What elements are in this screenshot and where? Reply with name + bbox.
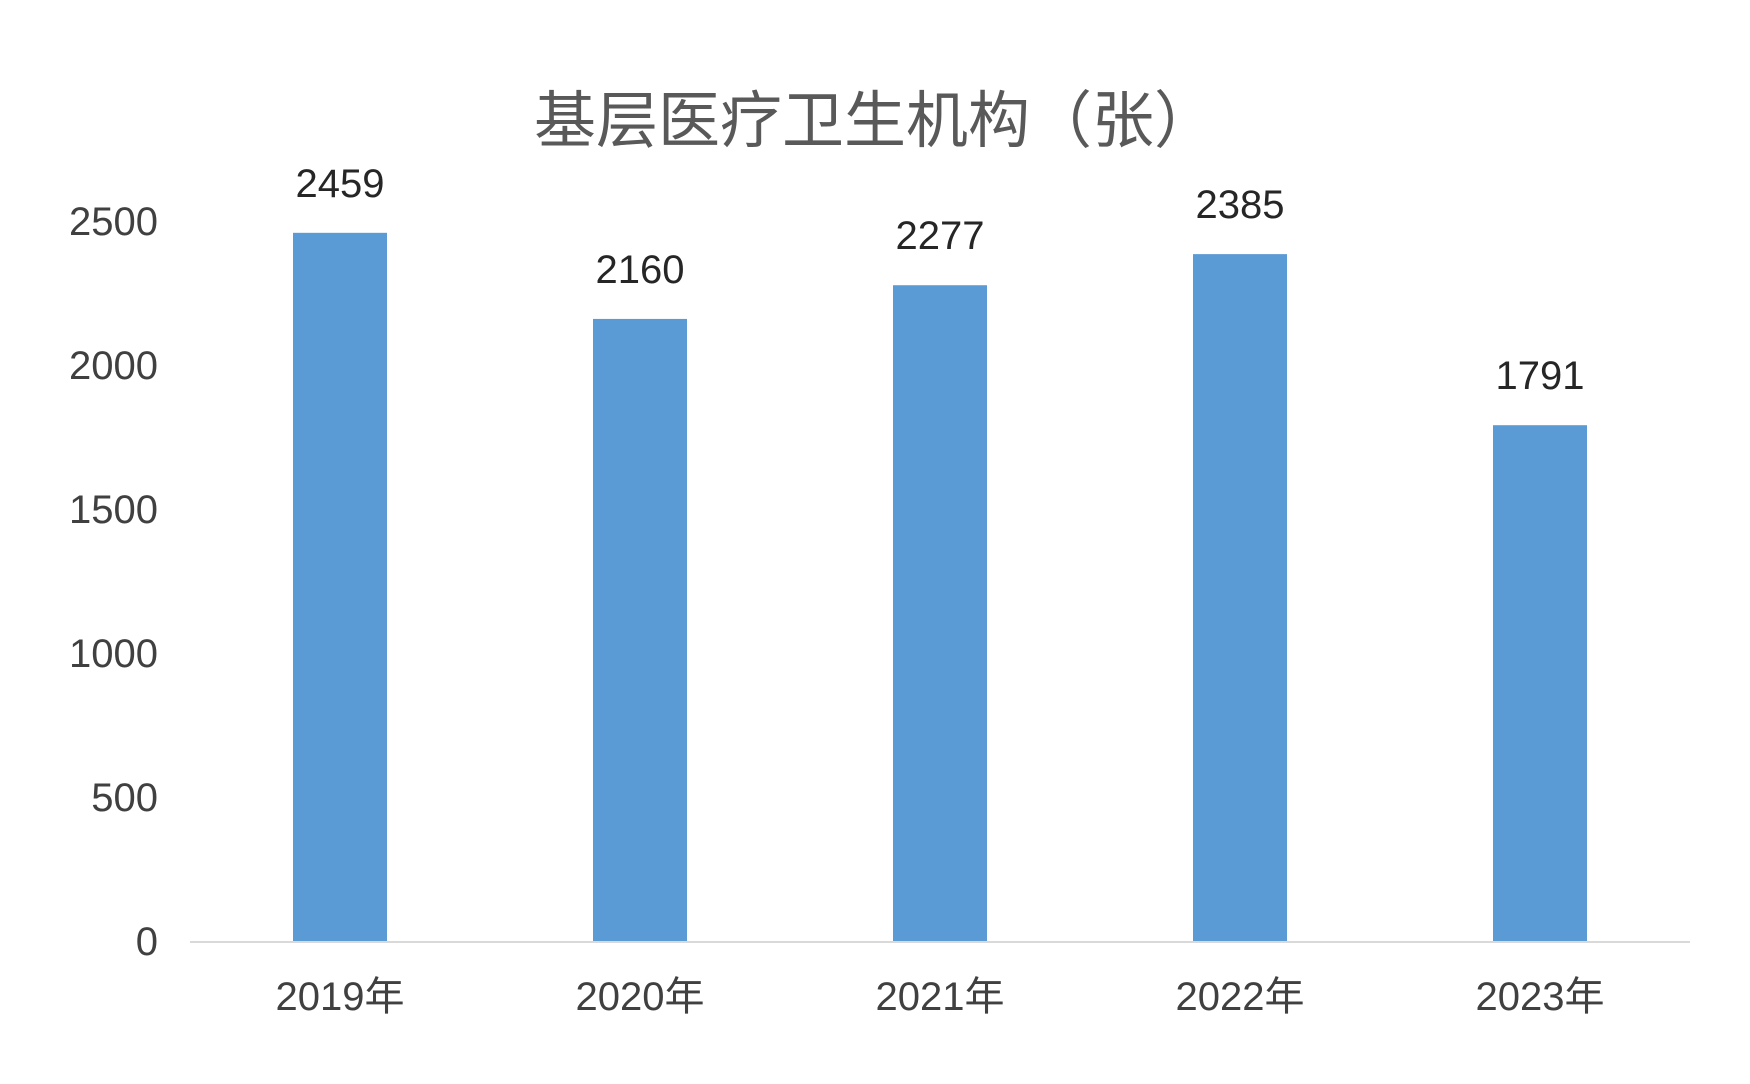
bar — [293, 232, 387, 942]
chart-title: 基层医疗卫生机构（张） — [533, 84, 1216, 157]
x-tick-label: 2021年 — [876, 975, 1005, 1019]
data-label: 1791 — [1496, 354, 1585, 398]
x-tick-label: 2022年 — [1176, 975, 1305, 1019]
data-label: 2385 — [1196, 183, 1285, 227]
x-tick-label: 2020年 — [576, 975, 705, 1019]
x-tick-label: 2019年 — [276, 975, 405, 1019]
y-tick-label: 500 — [91, 776, 158, 820]
y-tick-label: 1500 — [69, 488, 158, 532]
data-label: 2459 — [296, 162, 385, 206]
data-label: 2277 — [896, 214, 985, 258]
bar — [1193, 254, 1287, 941]
y-tick-label: 1000 — [69, 632, 158, 676]
y-tick-label: 2000 — [69, 344, 158, 388]
y-tick-label: 0 — [136, 920, 158, 964]
bar — [1493, 425, 1587, 941]
bar — [893, 285, 987, 941]
x-tick-label: 2023年 — [1476, 975, 1605, 1019]
data-label: 2160 — [596, 248, 685, 292]
y-tick-label: 2500 — [69, 200, 158, 244]
bar — [593, 318, 687, 941]
